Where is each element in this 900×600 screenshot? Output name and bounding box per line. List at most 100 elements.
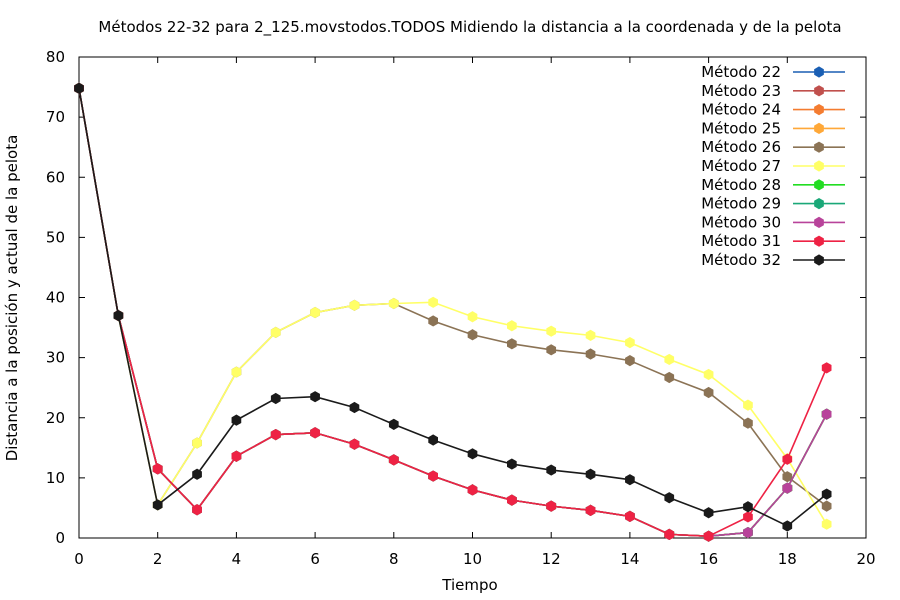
series-point (821, 518, 832, 530)
series-point (507, 320, 517, 332)
legend-item: Método 25 (701, 119, 845, 137)
series-point (546, 464, 557, 476)
series-11 (74, 82, 832, 532)
legend-label: Método 25 (701, 119, 781, 137)
legend-label: Método 30 (701, 213, 781, 231)
legend-item: Método 29 (701, 195, 845, 213)
legend-marker (814, 198, 824, 210)
series-point (546, 344, 557, 356)
series-line (78, 88, 828, 525)
series-point (782, 520, 793, 532)
series-point (388, 418, 399, 430)
y-tick-label: 60 (46, 168, 65, 186)
series-point (664, 353, 675, 366)
series-point (585, 348, 596, 360)
y-tick-label: 80 (46, 48, 65, 66)
x-tick-label: 0 (74, 550, 84, 568)
series-point (231, 414, 242, 426)
series-point (74, 82, 84, 94)
x-tick-label: 14 (620, 550, 639, 568)
axis-ticks: 0 2 4 6 8 10 12 14 16 18 20 0 10 20 30 40 50 60 70 80 (46, 48, 876, 568)
series-point (664, 492, 675, 504)
series-point (585, 468, 596, 480)
x-tick-label: 8 (389, 550, 399, 568)
series-point (428, 315, 438, 327)
x-tick-label: 10 (463, 550, 482, 568)
x-tick-label: 16 (699, 550, 718, 568)
series-point (546, 500, 557, 512)
series-point (113, 309, 124, 322)
series-point (782, 471, 793, 483)
y-tick-label: 40 (46, 289, 65, 307)
series-point (270, 326, 281, 338)
legend-label: Método 32 (701, 251, 781, 269)
series-point (428, 434, 438, 446)
x-tick-label: 18 (778, 550, 797, 568)
series-point (388, 297, 399, 310)
series-point (703, 530, 714, 542)
legend-item: Método 32 (701, 251, 845, 269)
y-tick-label: 10 (46, 469, 65, 487)
legend-label: Método 27 (701, 157, 781, 175)
series-point (152, 463, 163, 475)
y-tick-label: 20 (46, 409, 65, 427)
legend-label: Método 22 (701, 63, 781, 81)
chart-title: Métodos 22-32 para 2_125.movstodos.TODOS… (98, 18, 841, 37)
series-point (821, 408, 832, 420)
series-line (78, 88, 828, 538)
legend-marker (814, 216, 824, 228)
legend-marker (814, 122, 824, 134)
legend-item: Método 30 (701, 213, 845, 231)
series-point (664, 528, 675, 540)
series-point (507, 338, 517, 350)
series-point (625, 336, 635, 349)
series-point (743, 511, 753, 523)
series-point (821, 488, 832, 500)
series-point (467, 448, 478, 460)
series-point (507, 494, 517, 506)
series-point (310, 427, 320, 439)
series-point (703, 368, 714, 381)
legend-marker (814, 160, 824, 172)
series-point (821, 362, 832, 374)
series-point (428, 470, 438, 482)
series-point (703, 386, 714, 399)
series-point (467, 484, 478, 496)
x-tick-label: 6 (310, 550, 320, 568)
series-point (231, 366, 242, 378)
series-point (349, 438, 360, 450)
series-point (428, 296, 438, 308)
legend-label: Método 31 (701, 232, 781, 250)
series-point (310, 306, 320, 319)
legend-marker (814, 179, 824, 191)
legend-item: Método 28 (701, 176, 845, 194)
series-point (625, 474, 635, 486)
legend-marker (814, 104, 824, 116)
y-tick-label: 70 (46, 108, 65, 126)
series-point (585, 504, 596, 516)
series-point (507, 458, 517, 470)
legend-label: Método 28 (701, 176, 781, 194)
series-line (78, 88, 828, 527)
series-point (270, 428, 281, 441)
legend-marker (814, 235, 824, 247)
series-point (743, 417, 753, 429)
series-point (349, 401, 360, 414)
series-point (821, 500, 832, 512)
legend-label: Método 23 (701, 82, 781, 100)
y-tick-label: 30 (46, 349, 65, 367)
series-point (349, 299, 360, 311)
series-point (467, 311, 478, 323)
series-point (743, 399, 753, 411)
series-point (782, 453, 793, 465)
legend-marker (814, 141, 824, 153)
series-point (782, 482, 793, 494)
legend-item: Método 26 (701, 138, 845, 156)
series-point (270, 392, 281, 405)
series-point (192, 468, 202, 480)
legend-item: Método 22 (701, 63, 845, 81)
series-point (192, 437, 202, 449)
legend-label: Método 29 (701, 195, 781, 213)
legend-marker (814, 254, 824, 266)
